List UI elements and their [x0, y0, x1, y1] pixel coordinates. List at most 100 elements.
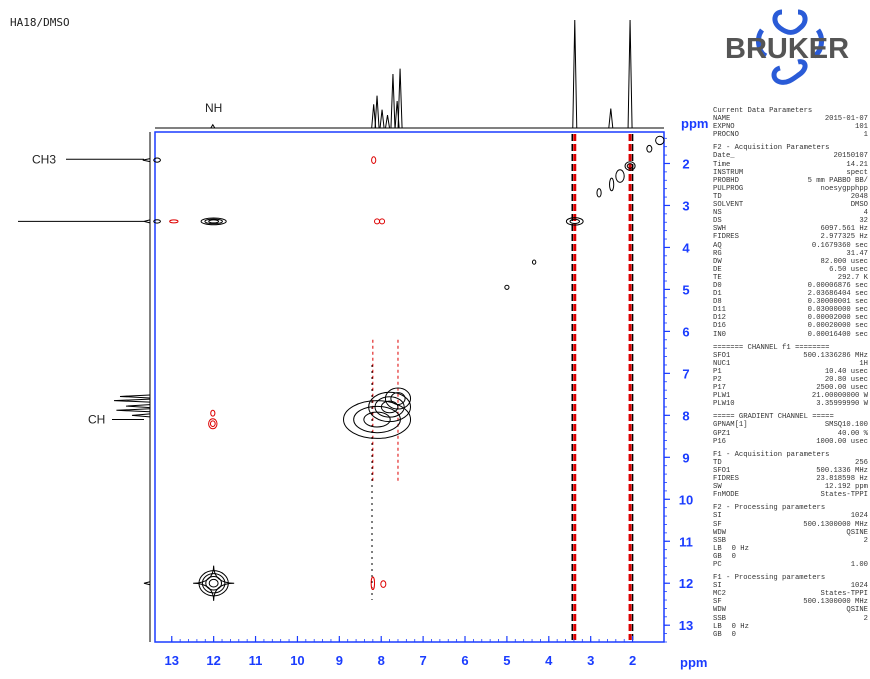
param-value: 1000.00 usec — [816, 437, 868, 446]
param-value: 1H — [859, 359, 868, 368]
param-value: 2.977325 Hz — [820, 233, 868, 242]
param-row: DE 6.50 usec — [713, 266, 870, 274]
x-tick-label: 2 — [629, 653, 636, 668]
t1-noise-columns — [371, 134, 634, 640]
param-value: 0 Hz — [731, 622, 749, 631]
param-row: EXPNO 101 — [713, 123, 870, 131]
param-row: FIDRES 2.977325 Hz — [713, 233, 870, 241]
top-projection-peak — [390, 73, 396, 129]
param-value: 12.192 ppm — [824, 483, 868, 492]
param-value: QSINE — [846, 528, 868, 537]
param-value: SMSQ10.100 — [824, 421, 868, 430]
param-value: 1.00 — [850, 560, 868, 569]
param-value: 23.818598 Hz — [816, 475, 868, 484]
param-row: LB 0 Hz — [713, 545, 870, 553]
param-value: 2.03686404 sec — [807, 290, 868, 299]
param-value: QSINE — [846, 606, 868, 615]
positive-contour — [208, 219, 220, 224]
param-row: WDW QSINE — [713, 529, 870, 537]
positive-contour — [201, 573, 226, 594]
positive-contour — [208, 578, 219, 588]
param-row: MC2 States-TPPI — [713, 590, 870, 598]
negative-contour — [371, 156, 377, 164]
param-value: noesygpphpp — [820, 184, 868, 193]
plot-frame — [154, 131, 665, 643]
param-row: PLW10 3.35999990 W — [713, 400, 870, 408]
positive-contour — [569, 218, 581, 225]
param-value: spect — [846, 168, 868, 177]
positive-contour — [374, 396, 405, 418]
param-value: 2015-01-07 — [824, 115, 868, 124]
x-tick-label: 8 — [378, 653, 385, 668]
bruker-logo-icon — [756, 9, 824, 85]
param-row: SFO1 500.1336 MHz — [713, 467, 870, 475]
param-value: 500.1300000 MHz — [803, 520, 868, 529]
param-key: GB — [713, 630, 722, 639]
param-value: 0.00002000 sec — [807, 314, 868, 323]
param-key: P17 — [713, 384, 726, 393]
param-value: 2500.00 usec — [816, 384, 868, 393]
param-key: GB — [713, 552, 722, 561]
param-key: SWH — [713, 225, 726, 234]
param-value: 0.03000000 sec — [807, 306, 868, 315]
param-key: DS — [713, 217, 722, 226]
left-projection-peak — [143, 219, 151, 224]
positive-contour — [655, 135, 665, 146]
param-key: NAME — [713, 115, 731, 124]
x-tick-label: 12 — [206, 653, 220, 668]
param-key: Date_ — [713, 152, 735, 161]
left-projection-peak — [119, 394, 151, 399]
param-value: 21.00000000 W — [811, 392, 868, 401]
param-value: DMSO — [850, 201, 868, 210]
param-value: 256 — [855, 458, 868, 467]
param-value: 3.35999990 W — [816, 400, 868, 409]
positive-contour — [384, 387, 412, 410]
param-key: PULPROG — [713, 184, 744, 193]
param-key: AQ — [713, 241, 722, 250]
negative-contour — [209, 420, 216, 428]
param-row: D16 0.00020000 sec — [713, 322, 870, 330]
y-tick-label: 9 — [682, 450, 689, 465]
param-key: WDW — [713, 528, 726, 537]
x-tick-label: 11 — [249, 653, 263, 668]
left-projection-peak — [113, 398, 151, 403]
param-section-title: F1 - Acquisition parameters — [713, 450, 830, 459]
param-row: NS 4 — [713, 209, 870, 217]
param-row: DS 32 — [713, 217, 870, 225]
param-key: P2 — [713, 376, 722, 384]
top-projection-peak — [210, 123, 216, 129]
param-section-f2_acq: F2 - Acquisition Parameters Date_ 20150107… — [713, 144, 870, 338]
param-section-title: F2 - Acquisition Parameters — [713, 144, 830, 153]
param-key: PROCNO — [713, 131, 739, 140]
y-tick-label: 12 — [679, 576, 693, 591]
param-row: SW 12.192 ppm — [713, 483, 870, 491]
top-projection-peak — [572, 19, 578, 129]
param-value: 10.40 usec — [824, 367, 868, 376]
param-row: PROBHD 5 mm PABBO BB/ — [713, 177, 870, 185]
top-projection-peak — [374, 95, 380, 129]
param-row: TD 2048 — [713, 193, 870, 201]
param-row: D12 0.00002000 sec — [713, 314, 870, 322]
left-projection-peak — [125, 404, 151, 409]
param-key: Time — [713, 160, 731, 169]
param-key: D16 — [713, 322, 726, 331]
negative-contour — [370, 576, 376, 591]
param-row: P17 2500.00 usec — [713, 384, 870, 392]
param-key: D12 — [713, 314, 726, 323]
positive-contour — [504, 284, 510, 290]
param-row: RG 31.47 — [713, 250, 870, 258]
param-row: NUC1 1H — [713, 360, 870, 368]
y-tick-label: 2 — [682, 156, 689, 171]
negative-contour — [380, 580, 387, 588]
param-key: SW — [713, 483, 722, 492]
param-row: IN0 0.00016400 sec — [713, 331, 870, 339]
param-row: D1 2.03686404 sec — [713, 290, 870, 298]
param-row: TE 292.7 K — [713, 274, 870, 282]
param-value: 0.30000001 sec — [807, 298, 868, 307]
left-projection-peak — [143, 581, 151, 586]
param-row: SF 500.1300000 MHz — [713, 521, 870, 529]
negative-contour — [210, 409, 216, 417]
param-value: 0 Hz — [731, 544, 749, 553]
param-section-gradient: ===== GRADIENT CHANNEL ===== GPNAM[1] SMSQ… — [713, 413, 870, 445]
param-row: GPNAM[1] SMSQ10.100 — [713, 421, 870, 429]
